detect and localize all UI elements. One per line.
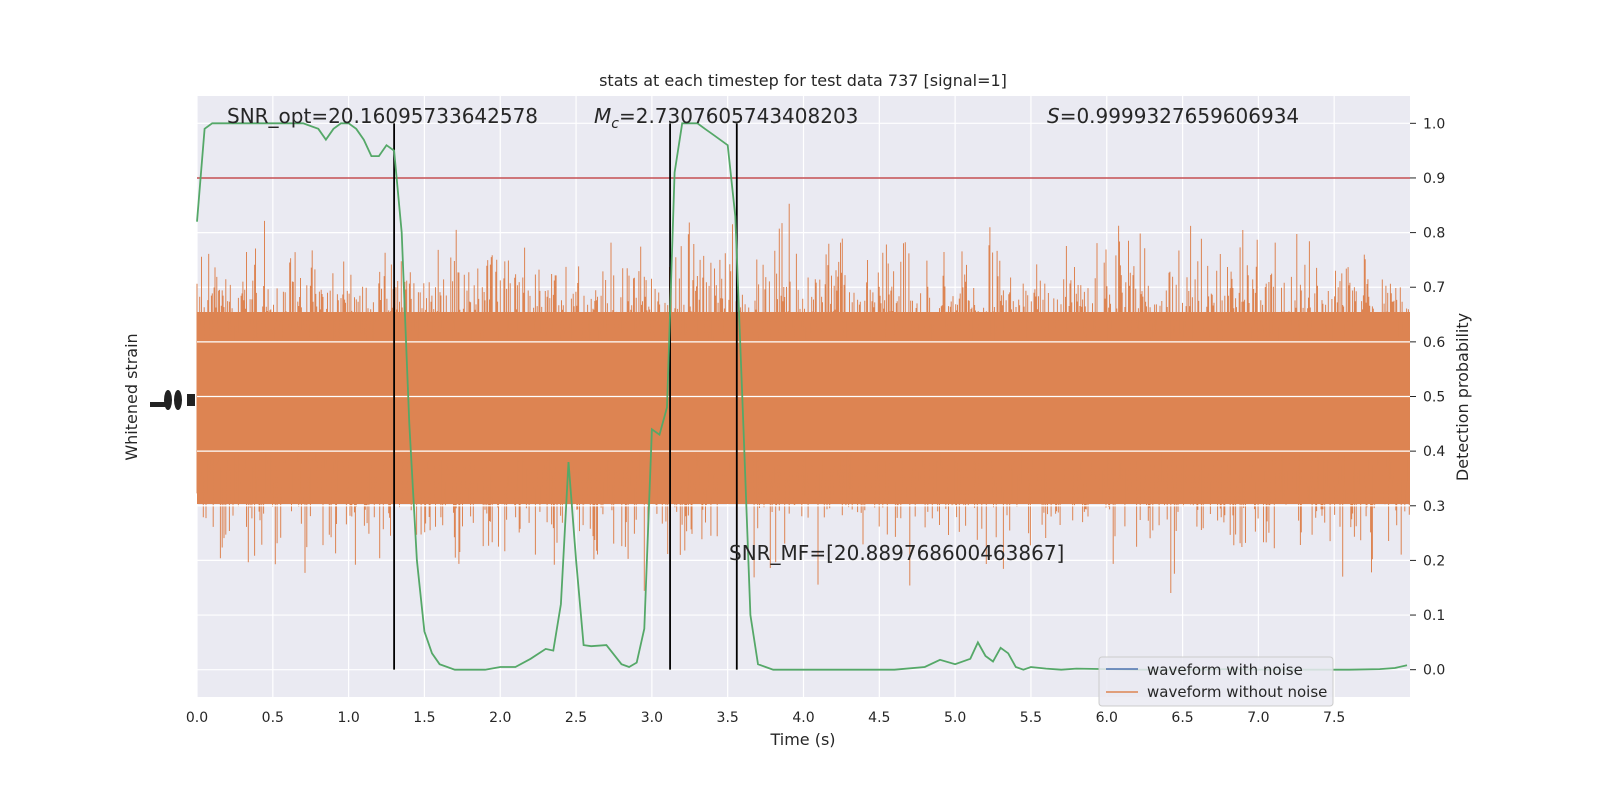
- chart-title: stats at each timestep for test data 737…: [599, 71, 1007, 90]
- x-axis-label: Time (s): [769, 730, 835, 749]
- right-tick-label: 0.7: [1423, 280, 1445, 296]
- merger-time-lines: [393, 123, 738, 670]
- x-tick-labels: 0.0 0.5 1.0 1.5 2.0 2.5 3.0 3.5 4.0 4.5 5.0 5.5 6.0 6…: [186, 710, 1345, 726]
- legend-box: [1098, 656, 1334, 707]
- x-tick-label: 2.5: [565, 710, 587, 726]
- snr-mf-annotation: SNR_MF=[20.889768600463867]: [729, 541, 1064, 565]
- x-tick-label: 3.0: [641, 710, 663, 726]
- right-tick-label: 0.6: [1423, 335, 1445, 351]
- statistic-annotation: S=0.9999327659606934: [1047, 104, 1299, 128]
- left-tick-labels-overlap: [150, 390, 195, 410]
- right-tick-label: 0.2: [1423, 553, 1445, 569]
- noise-waveform: [196, 203, 1410, 593]
- right-tick-label: 0.4: [1423, 444, 1445, 460]
- x-tick-label: 0.5: [262, 710, 284, 726]
- chirp-mass-annotation: Mc=2.7307605743408203: [594, 104, 858, 132]
- x-tick-label: 5.0: [944, 710, 966, 726]
- right-tick-label: 0.8: [1423, 226, 1445, 242]
- x-tick-label: 3.5: [717, 710, 739, 726]
- y-axis-label-right: Detection probability: [1453, 313, 1472, 481]
- x-tick-label: 6.5: [1171, 710, 1193, 726]
- right-tick-label: 1.0: [1423, 116, 1445, 132]
- right-tick-label: 0.5: [1423, 390, 1445, 406]
- right-tick-label: 0.3: [1423, 499, 1445, 515]
- right-tick-label: 0.9: [1423, 171, 1445, 187]
- x-tick-label: 1.5: [413, 710, 435, 726]
- x-tick-label: 2.0: [489, 710, 511, 726]
- legend-label-with-noise: waveform with noise: [1147, 661, 1303, 679]
- x-tick-label: 6.0: [1096, 710, 1118, 726]
- x-tick-label: 4.0: [792, 710, 814, 726]
- x-tick-label: 7.0: [1247, 710, 1269, 726]
- x-tick-label: 5.5: [1020, 710, 1042, 726]
- legend: waveform with noise waveform without noi…: [1098, 656, 1334, 707]
- y-axis-label-left: Whitened strain: [122, 333, 141, 460]
- x-tick-label: 0.0: [186, 710, 208, 726]
- detection-probability-series: [196, 122, 1408, 671]
- right-tick-labels: 0.0 0.1 0.2 0.3 0.4 0.5 0.6 0.7 0.8 0.9 1.0: [1410, 116, 1445, 679]
- snr-opt-annotation: SNR_opt=20.16095733642578: [227, 104, 538, 128]
- x-tick-label: 1.0: [337, 710, 359, 726]
- right-tick-label: 0.1: [1423, 608, 1445, 624]
- x-tick-label: 4.5: [868, 710, 890, 726]
- x-tick-label: 7.5: [1323, 710, 1345, 726]
- legend-label-without-noise: waveform without noise: [1147, 683, 1327, 701]
- right-tick-label: 0.0: [1423, 663, 1445, 679]
- detection-probability-line: [196, 122, 1408, 671]
